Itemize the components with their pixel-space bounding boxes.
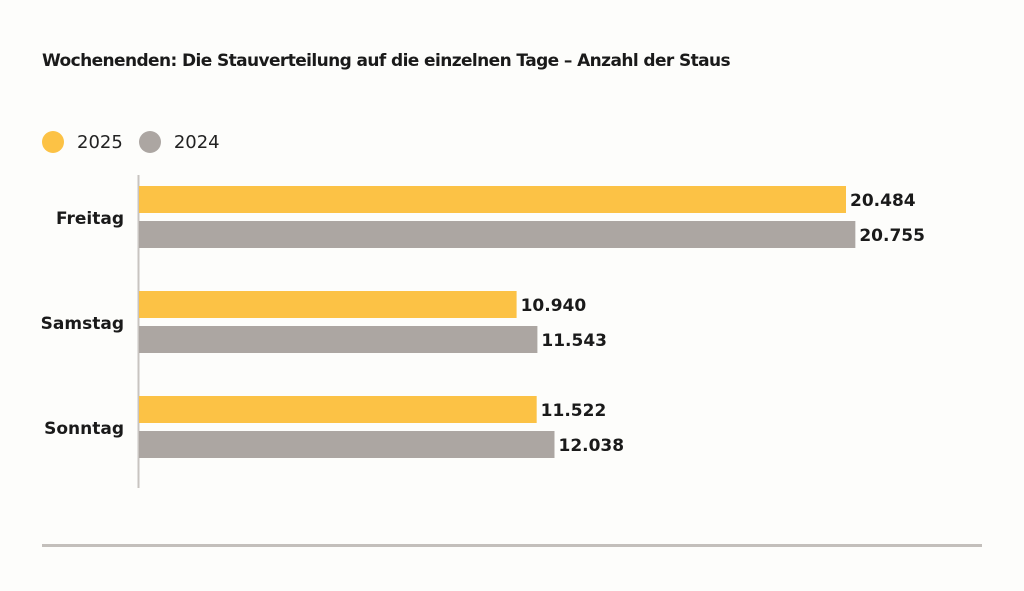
category-label-samstag: Samstag	[41, 314, 124, 334]
legend-swatch-2025	[42, 131, 64, 153]
legend-item-2024: 2024	[138, 131, 220, 153]
bar-sonntag-2024	[139, 431, 555, 458]
bar-sonntag-2025	[139, 396, 537, 423]
bottom-divider	[42, 544, 982, 547]
value-label-sonntag-2025: 11.522	[541, 401, 607, 421]
legend-swatch-2024	[138, 131, 161, 153]
legend: 2025 2024	[42, 131, 236, 153]
legend-item-2025: 2025	[42, 131, 123, 153]
legend-label-2024: 2024	[173, 131, 220, 153]
value-label-freitag-2025: 20.484	[850, 191, 916, 211]
value-label-freitag-2024: 20.755	[859, 226, 925, 246]
value-label-sonntag-2024: 12.038	[558, 436, 624, 456]
bar-freitag-2025	[139, 186, 846, 213]
bar-freitag-2024	[139, 221, 856, 248]
value-label-samstag-2024: 11.543	[541, 331, 607, 351]
chart-title: Wochenenden: Die Stauverteilung auf die …	[42, 51, 731, 71]
value-label-samstag-2025: 10.940	[521, 296, 587, 316]
category-label-freitag: Freitag	[56, 209, 124, 229]
legend-label-2025: 2025	[77, 131, 123, 153]
category-label-sonntag: Sonntag	[44, 419, 124, 439]
bar-samstag-2024	[139, 326, 538, 353]
bar-samstag-2025	[139, 291, 517, 318]
